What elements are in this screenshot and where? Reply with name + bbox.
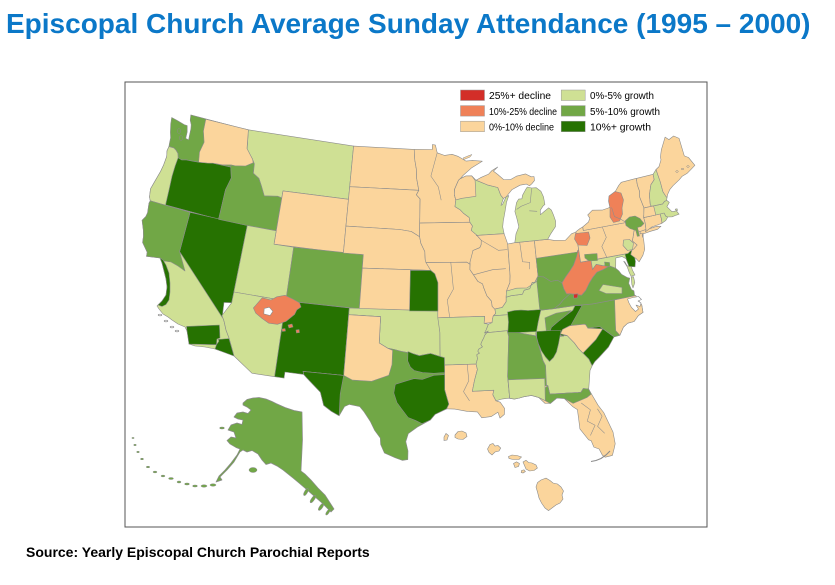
- svg-text:10%-25% decline: 10%-25% decline: [489, 107, 557, 118]
- svg-text:5%-10% growth: 5%-10% growth: [590, 107, 660, 118]
- svg-text:25%+ decline: 25%+ decline: [489, 91, 551, 102]
- svg-text:0%-5% growth: 0%-5% growth: [590, 91, 654, 102]
- svg-text:10%+ growth: 10%+ growth: [590, 122, 651, 133]
- svg-text:0%-10% decline: 0%-10% decline: [489, 122, 554, 133]
